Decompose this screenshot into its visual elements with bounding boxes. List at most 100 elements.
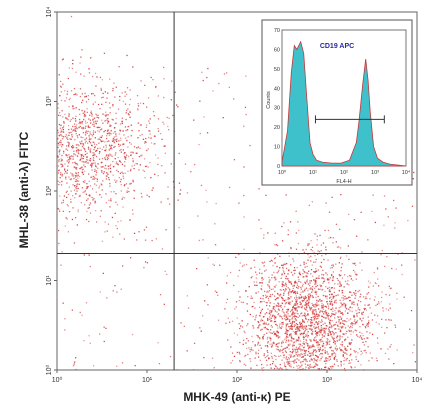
scatter-point <box>302 356 304 358</box>
scatter-point <box>251 306 253 308</box>
scatter-point <box>57 207 59 210</box>
scatter-point <box>68 161 70 163</box>
scatter-point <box>256 364 258 366</box>
scatter-point <box>307 253 309 256</box>
scatter-point <box>337 283 339 285</box>
scatter-point <box>282 298 284 300</box>
scatter-point <box>106 172 108 174</box>
scatter-point <box>288 358 290 360</box>
scatter-point <box>312 312 314 315</box>
scatter-point <box>314 314 316 316</box>
scatter-point <box>124 165 126 167</box>
scatter-point <box>97 126 99 129</box>
scatter-point <box>155 85 157 88</box>
scatter-point <box>315 339 317 341</box>
scatter-point <box>342 289 344 292</box>
scatter-point <box>314 349 316 351</box>
scatter-point <box>271 315 274 317</box>
scatter-point <box>368 304 370 306</box>
scatter-point <box>285 299 287 301</box>
scatter-point <box>72 105 74 107</box>
scatter-point <box>297 355 299 357</box>
scatter-point <box>116 180 118 182</box>
scatter-point <box>202 315 204 317</box>
scatter-point <box>275 323 277 325</box>
scatter-point <box>122 149 124 151</box>
scatter-point <box>71 218 74 221</box>
scatter-point <box>106 97 108 99</box>
scatter-point <box>343 360 345 362</box>
scatter-point <box>288 280 290 282</box>
scatter-point <box>285 319 287 321</box>
scatter-point <box>292 285 294 287</box>
scatter-point <box>295 348 297 350</box>
scatter-point <box>296 309 298 311</box>
scatter-point <box>113 146 115 148</box>
scatter-point <box>115 133 117 135</box>
scatter-point <box>233 98 235 100</box>
scatter-point <box>278 342 280 344</box>
scatter-point <box>310 329 313 331</box>
scatter-point <box>243 330 245 332</box>
scatter-point <box>92 141 94 143</box>
scatter-point <box>100 166 102 168</box>
scatter-point <box>80 149 82 151</box>
scatter-point <box>301 324 303 326</box>
scatter-point <box>259 312 262 314</box>
scatter-point <box>297 287 299 289</box>
scatter-point <box>128 190 130 193</box>
scatter-point <box>148 196 150 198</box>
scatter-point <box>315 277 317 279</box>
scatter-point <box>269 363 271 366</box>
inset-y-tick-label: 50 <box>274 67 280 73</box>
scatter-point <box>255 351 257 353</box>
scatter-point <box>254 357 256 359</box>
scatter-point <box>97 130 99 132</box>
scatter-point <box>138 130 140 132</box>
scatter-point <box>117 221 119 223</box>
scatter-point <box>247 323 249 325</box>
scatter-point <box>271 293 274 296</box>
scatter-point <box>317 300 319 302</box>
scatter-point <box>295 332 297 334</box>
scatter-point <box>360 350 362 352</box>
scatter-point <box>92 130 95 132</box>
scatter-point <box>147 97 150 99</box>
scatter-point <box>320 328 322 330</box>
scatter-point <box>303 296 305 298</box>
scatter-point <box>263 265 265 267</box>
scatter-point <box>87 142 89 144</box>
scatter-point <box>317 331 319 333</box>
scatter-point <box>275 244 278 246</box>
scatter-point <box>317 250 319 252</box>
scatter-point <box>280 327 282 330</box>
scatter-point <box>310 287 312 289</box>
scatter-point <box>268 300 270 302</box>
scatter-point <box>293 360 295 363</box>
scatter-point <box>334 310 336 312</box>
scatter-point <box>319 310 322 312</box>
scatter-point <box>263 354 265 357</box>
scatter-point <box>339 310 341 313</box>
scatter-point <box>113 136 115 138</box>
scatter-point <box>281 310 283 312</box>
scatter-point <box>251 276 253 278</box>
scatter-point <box>98 152 100 155</box>
scatter-point <box>101 103 103 105</box>
scatter-point <box>310 280 312 282</box>
scatter-point <box>67 193 70 196</box>
scatter-point <box>267 341 269 343</box>
scatter-point <box>130 168 132 170</box>
scatter-point <box>196 268 198 270</box>
y-tick-label: 10² <box>46 185 53 196</box>
scatter-point <box>382 310 384 312</box>
scatter-point <box>63 121 65 123</box>
scatter-point <box>346 353 348 355</box>
scatter-point <box>374 221 376 224</box>
scatter-point <box>75 124 78 126</box>
scatter-point <box>88 140 91 143</box>
scatter-point <box>136 147 138 149</box>
scatter-point <box>76 164 79 166</box>
scatter-point <box>297 351 299 353</box>
scatter-point <box>109 124 111 126</box>
